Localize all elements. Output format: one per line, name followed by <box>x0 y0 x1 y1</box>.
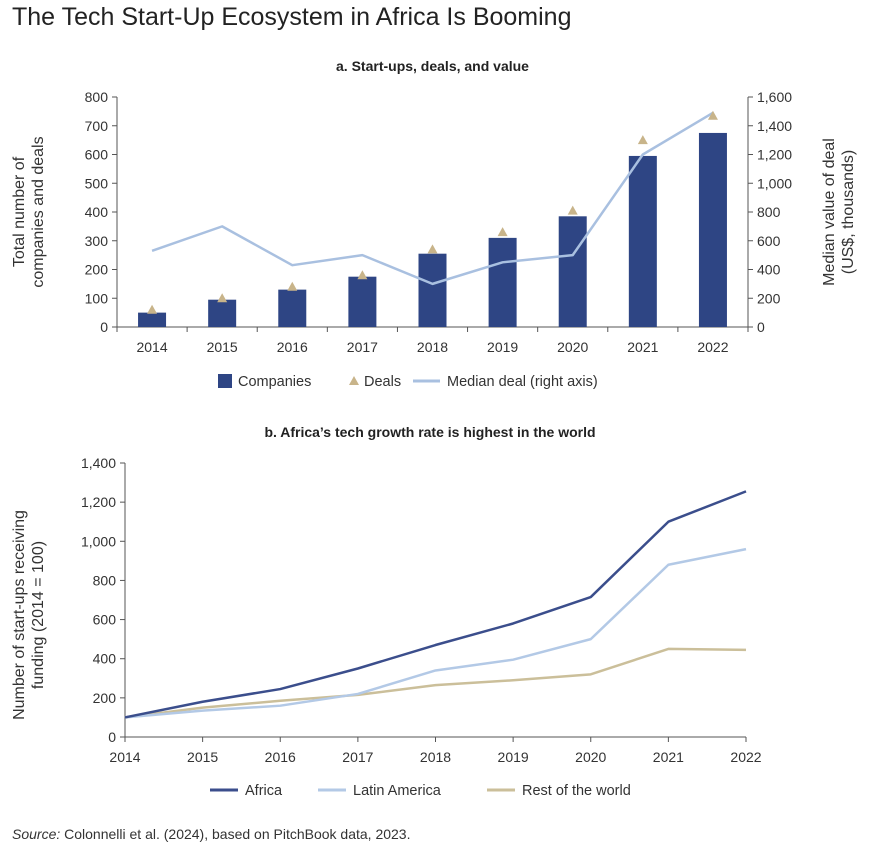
panel-b-x-tick-label: 2021 <box>653 749 684 765</box>
panel-a-left-tick-label: 100 <box>85 290 109 306</box>
legend-companies-swatch <box>218 374 232 388</box>
panel-b-x-tick-label: 2019 <box>498 749 529 765</box>
companies-bar <box>488 237 517 327</box>
panel-a-left-tick-label: 300 <box>85 233 109 249</box>
legend-deals-swatch <box>349 376 359 385</box>
panel-a-right-tick-label: 1,600 <box>757 89 792 105</box>
panel-a: a. Start-ups, deals, and value 0 100 200 300… <box>11 58 857 390</box>
companies-bar <box>138 312 167 327</box>
source-text: Colonnelli et al. (2024), based on Pitch… <box>60 826 411 842</box>
panel-a-left-tick-label: 700 <box>85 118 109 134</box>
companies-bar <box>558 216 587 327</box>
panel-b-x-tick-label: 2017 <box>342 749 373 765</box>
panel-a-x-tick-label: 2016 <box>277 339 308 355</box>
deals-marker <box>497 227 508 237</box>
panel-b-x-tick-label: 2018 <box>420 749 451 765</box>
deals-marker <box>707 110 718 120</box>
panel-b-x-tick-label: 2016 <box>265 749 296 765</box>
legend-latin-america-label: Latin America <box>353 783 442 799</box>
deals-marker <box>567 205 578 215</box>
legend-companies-label: Companies <box>238 374 311 390</box>
panel-b-y-tick-label: 1,200 <box>81 494 116 510</box>
companies-bar <box>628 155 657 327</box>
deals-marker <box>217 293 228 303</box>
companies-bar <box>208 299 237 327</box>
panel-b-y-tick-label: 1,000 <box>81 533 116 549</box>
panel-a-x-tick-label: 2015 <box>207 339 238 355</box>
panel-a-right-tick-label: 400 <box>757 262 781 278</box>
panel-a-x-tick-label: 2021 <box>627 339 658 355</box>
deals-marker <box>147 304 158 314</box>
panel-a-right-tick-label: 1,400 <box>757 118 792 134</box>
panel-a-right-tick-label: 600 <box>757 233 781 249</box>
panel-a-x-tick-label: 2018 <box>417 339 448 355</box>
panel-a-x-tick-label: 2020 <box>557 339 588 355</box>
panel-a-left-tick-label: 400 <box>85 204 109 220</box>
panel-b-x-tick-label: 2022 <box>730 749 761 765</box>
source-note: Source: Colonnelli et al. (2024), based … <box>12 826 410 842</box>
panel-a-left-axis-label-line: Total number of <box>11 156 28 267</box>
panel-b-y-tick-label: 0 <box>108 729 116 745</box>
panel-b-y-tick-label: 400 <box>93 651 117 667</box>
deals-marker <box>357 270 368 280</box>
panel-a-right-tick-label: 0 <box>757 319 765 335</box>
deals-marker <box>427 244 438 254</box>
panel-b-y-tick-label: 800 <box>93 572 117 588</box>
panel-b-x-tick-label: 2014 <box>109 749 140 765</box>
panel-a-right-tick-label: 1,000 <box>757 175 792 191</box>
panel-b-x-tick-label: 2020 <box>575 749 606 765</box>
panel-a-left-axis-label: Total number of companies and deals <box>11 136 47 287</box>
rest-of-world-line <box>124 647 747 719</box>
panel-a-left-tick-label: 800 <box>85 89 109 105</box>
panel-a-left-tick-label: 500 <box>85 175 109 191</box>
panel-a-right-axis-label-line: (US$, thousands) <box>840 150 857 275</box>
panel-a-right-tick-label: 1,200 <box>757 147 792 163</box>
panel-a-left-tick-label: 600 <box>85 147 109 163</box>
panel-b: b. Africa’s tech growth rate is highest … <box>11 424 762 799</box>
panel-a-x-tick-label: 2019 <box>487 339 518 355</box>
panel-b-y-axis-label-line: funding (2014 = 100) <box>30 541 47 689</box>
legend-rest-of-world-label: Rest of the world <box>522 783 631 799</box>
panel-a-left-tick-label: 200 <box>85 262 109 278</box>
panel-b-y-axis-label-line: Number of start-ups receiving <box>11 510 28 720</box>
deals-marker <box>637 135 648 145</box>
panel-a-right-axis-label: Median value of deal (US$, thousands) <box>821 138 857 286</box>
legend-africa-label: Africa <box>245 783 283 799</box>
panel-a-x-tick-label: 2014 <box>136 339 167 355</box>
panel-a-x-tick-label: 2022 <box>697 339 728 355</box>
deals-marker <box>287 281 298 291</box>
companies-bar <box>698 132 727 327</box>
panel-a-right-tick-label: 200 <box>757 290 781 306</box>
africa-line <box>124 490 747 719</box>
panel-a-left-axis-label-line: companies and deals <box>30 136 47 287</box>
legend-median-label: Median deal (right axis) <box>447 374 598 390</box>
panel-a-title: a. Start-ups, deals, and value <box>336 58 529 74</box>
panel-a-left-tick-label: 0 <box>100 319 108 335</box>
panel-a-right-axis-label-line: Median value of deal <box>821 138 838 286</box>
companies-bar <box>348 276 377 327</box>
panel-b-x-tick-label: 2015 <box>187 749 218 765</box>
panel-b-y-tick-label: 1,400 <box>81 455 116 471</box>
source-prefix: Source: <box>12 826 61 842</box>
panel-b-y-tick-label: 200 <box>93 690 117 706</box>
panel-a-x-tick-label: 2017 <box>347 339 378 355</box>
page-title: The Tech Start-Up Ecosystem in Africa Is… <box>12 3 572 31</box>
panel-a-right-tick-label: 800 <box>757 204 781 220</box>
panel-b-y-axis-label: Number of start-ups receiving funding (20… <box>11 510 47 720</box>
panel-b-title: b. Africa’s tech growth rate is highest … <box>264 424 595 440</box>
latin-america-line <box>124 547 747 719</box>
companies-bar <box>278 289 307 327</box>
panel-b-y-tick-label: 600 <box>93 612 117 628</box>
legend-deals-label: Deals <box>364 374 401 390</box>
companies-bar <box>418 253 447 327</box>
